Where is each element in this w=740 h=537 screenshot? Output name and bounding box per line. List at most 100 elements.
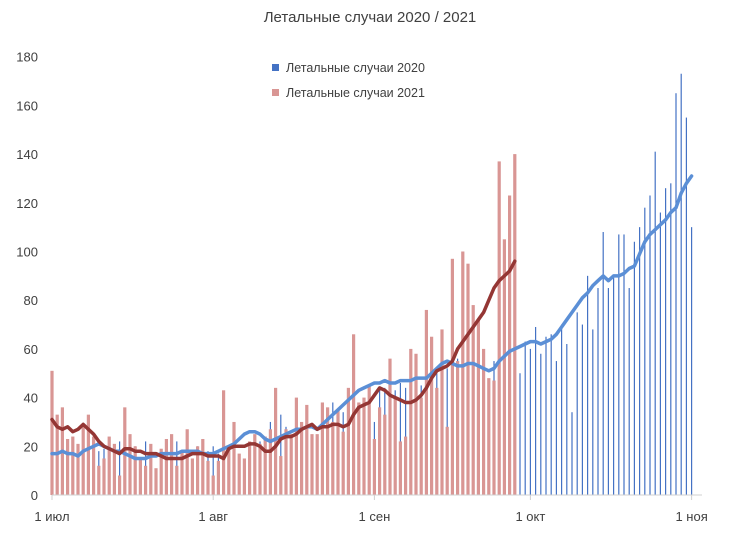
y-tick-label: 140 [16,147,38,162]
bar-2021 [248,441,252,495]
bar-2021 [206,460,210,495]
x-axis-labels: 1 июл 1 авг 1 сен 1 окт 1 ноя [34,495,708,524]
bar-2020 [545,336,547,495]
bar-2021 [196,446,200,495]
y-tick-label: 180 [16,50,38,65]
bar-2021 [310,434,314,495]
bar-2021 [502,239,506,495]
x-tick-label: 1 окт [515,509,545,524]
y-tick-label: 20 [24,439,38,454]
bar-2021 [190,458,194,495]
bar-2020 [535,326,537,495]
bar-2021 [487,378,491,495]
bar-2021 [331,421,335,495]
bar-2021 [71,436,75,495]
legend-swatch-2020 [272,64,279,71]
bar-2021 [274,387,278,495]
bar-2021 [242,458,246,495]
bar-2021 [211,475,215,495]
bar-2021 [367,385,371,495]
bar-2021 [513,154,517,495]
bar-2021 [216,460,220,495]
bar-2021 [383,414,387,495]
bar-2021 [320,402,324,495]
x-tick-label: 1 сен [359,509,391,524]
bar-2020 [529,348,531,495]
bar-2021 [201,438,205,495]
bar-2021 [86,414,90,495]
bar-2020 [550,334,552,495]
bar-2020 [623,234,625,495]
bar-2021 [185,429,189,495]
x-tick-label: 1 июл [34,509,69,524]
bar-2021 [409,348,413,495]
bar-2020 [524,341,526,495]
bar-2021 [81,426,85,495]
bar-2021 [315,434,319,495]
bar-2021 [388,358,392,495]
legend-label-2020: Летальные случаи 2020 [286,61,425,75]
bar-2021 [76,443,80,495]
bar-2020 [561,324,563,495]
bar-2021 [378,407,382,495]
bar-2020 [618,234,620,495]
bar-2021 [398,441,402,495]
bar-2021 [154,468,158,495]
bar-2020 [555,361,557,495]
bar-2020 [519,373,521,495]
y-tick-label: 0 [31,488,38,503]
bar-2021 [237,453,241,495]
y-tick-label: 60 [24,342,38,357]
bar-2021 [279,456,283,495]
bar-2021 [393,397,397,495]
bar-2021 [362,397,366,495]
bar-2021 [435,387,439,495]
series-2021-moving-average-line [50,259,517,461]
bar-2020 [566,344,568,495]
bar-2021 [341,431,345,495]
bar-2020 [613,275,615,495]
bar-2021 [424,309,428,495]
bar-2021 [92,436,96,495]
bar-2021 [97,465,101,495]
bar-2021 [164,438,168,495]
x-tick-label: 1 ноя [675,509,707,524]
bar-2021 [128,434,132,495]
bar-2020 [597,288,599,495]
bar-2021 [102,458,106,495]
bar-2021 [112,443,116,495]
bar-2020 [670,183,672,495]
bar-2021 [492,380,496,495]
bar-2020 [602,232,604,495]
bar-2020 [581,324,583,495]
bar-2021 [144,465,148,495]
bar-2021 [346,387,350,495]
bar-2021 [326,407,330,495]
bar-2020 [675,93,677,495]
y-tick-label: 120 [16,196,38,211]
bar-2021 [440,329,444,495]
bar-2020 [576,312,578,495]
bar-2021 [123,407,127,495]
x-tick-label: 1 авг [198,509,228,524]
bar-2021 [419,397,423,495]
bar-2021 [476,319,480,495]
bar-2021 [404,436,408,495]
bar-2021 [227,446,231,495]
bar-2021 [336,409,340,495]
bar-2020 [680,73,682,496]
legend-swatch-2021 [272,89,279,96]
bar-2021 [284,429,288,495]
bar-2021 [430,336,434,495]
bar-2021 [149,443,153,495]
bar-2020 [399,382,401,495]
bar-2021 [466,263,470,495]
bar-2020 [633,241,635,495]
bar-2021 [456,361,460,495]
bar-2021 [300,421,304,495]
bar-2020 [628,288,630,495]
bar-2021 [180,451,184,495]
bar-2021 [497,161,501,495]
bar-2021 [508,195,512,495]
